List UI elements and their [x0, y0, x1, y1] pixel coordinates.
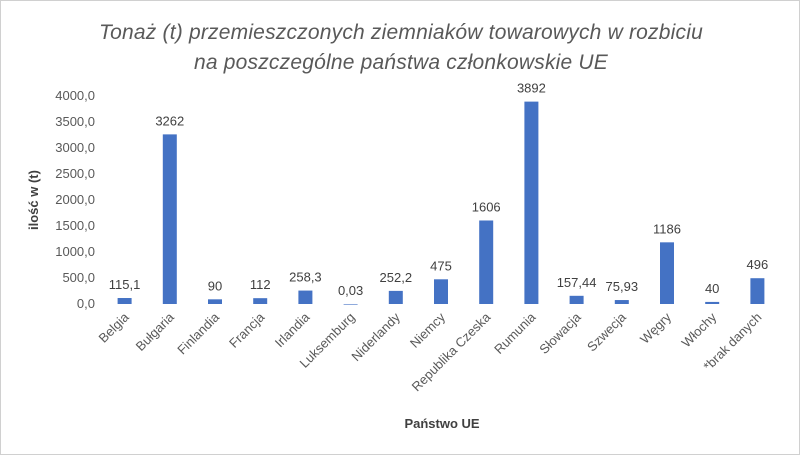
data-label: 475: [430, 258, 452, 273]
x-tick-label: Irlandia: [272, 309, 313, 350]
data-label: 252,2: [380, 270, 413, 285]
y-tick-label: 1500,0: [55, 218, 95, 233]
bar: [705, 301, 720, 304]
x-tick-label: Niemcy: [407, 309, 449, 351]
bar: [660, 242, 674, 304]
bar: [479, 220, 494, 304]
y-tick-label: 4000,0: [55, 88, 95, 103]
data-label: 115,1: [109, 277, 141, 292]
y-tick-label: 2500,0: [55, 166, 95, 181]
y-axis: 0,0 500,0 1000,0 1500,0 2000,0 2500,0 3000,0 35…: [55, 88, 95, 311]
x-tick-label: Słowacja: [536, 309, 584, 357]
x-tick-label: Republika Czeska: [409, 309, 494, 394]
bar: [614, 300, 629, 304]
y-axis-title: ilość w (t): [26, 170, 41, 230]
bar: [298, 290, 313, 304]
data-label: 75,93: [606, 279, 639, 294]
chart-title: Tonaż (t) przemieszczonych ziemniaków to…: [99, 21, 703, 44]
data-label: 3262: [155, 113, 184, 128]
bar: [388, 290, 403, 304]
y-tick-label: 3500,0: [55, 114, 95, 129]
y-tick-label: 1000,0: [55, 244, 95, 259]
y-tick-label: 0,0: [77, 296, 95, 311]
x-tick-label: Węgry: [637, 309, 675, 347]
chart-subtitle: na poszczególne państwa członkowskie UE: [193, 51, 609, 74]
data-label: 1606: [472, 199, 501, 214]
bar: [208, 299, 222, 304]
data-label: 40: [705, 281, 719, 296]
bar: [750, 278, 765, 304]
bar: [434, 279, 448, 304]
x-tick-label: Belgia: [96, 309, 133, 346]
bar: [162, 134, 177, 304]
x-tick-label: Finlandia: [174, 309, 222, 357]
bar: [117, 298, 132, 304]
x-tick-label: Szwecja: [584, 309, 629, 354]
bar: [524, 101, 539, 304]
bar: [569, 295, 584, 304]
x-tick-label: Włochy: [679, 309, 720, 350]
data-labels: 115,1 3262 90 112 258,3 0,03 252,2 475 1606 3892 1…: [109, 81, 768, 298]
bars: [117, 101, 765, 305]
data-label: 0,03: [338, 283, 363, 298]
data-label: 157,44: [557, 275, 597, 290]
x-tick-label: Francja: [226, 309, 268, 351]
y-tick-label: 2000,0: [55, 192, 95, 207]
data-label: 112: [250, 277, 271, 292]
y-tick-label: 3000,0: [55, 140, 95, 155]
x-tick-label: Bułgaria: [133, 309, 178, 354]
y-tick-label: 500,0: [62, 270, 95, 285]
data-label: 258,3: [289, 270, 322, 285]
bar: [343, 303, 358, 305]
x-axis-title: Państwo UE: [404, 416, 479, 431]
x-tick-label: Rumunia: [491, 309, 539, 357]
data-label: 3892: [517, 81, 546, 96]
data-label: 496: [747, 257, 769, 272]
data-label: 1186: [653, 221, 681, 236]
data-label: 90: [208, 278, 222, 293]
bar: [253, 298, 268, 304]
x-tick-label: Niderlandy: [348, 309, 403, 364]
